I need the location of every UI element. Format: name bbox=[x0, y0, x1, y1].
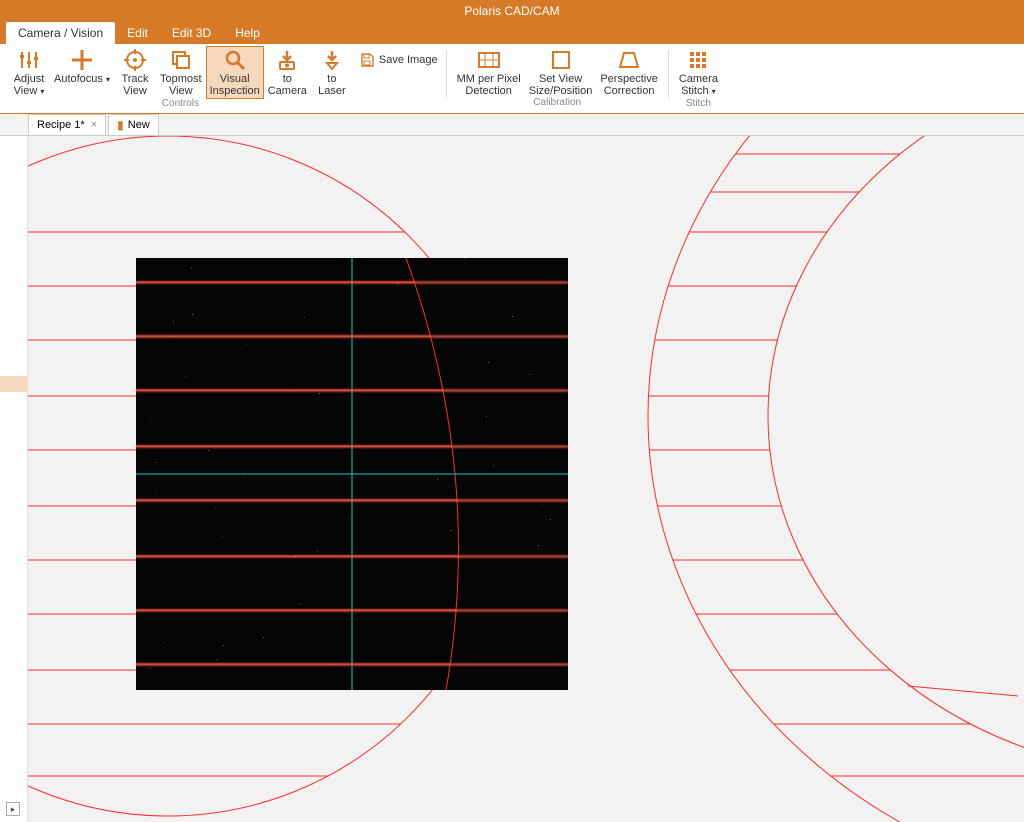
stack-icon bbox=[169, 48, 193, 72]
save-image-label: Save Image bbox=[379, 54, 438, 66]
title-bar: Polaris CAD/CAM bbox=[0, 0, 1024, 22]
visual-inspection-label: Visual Inspection bbox=[210, 73, 260, 97]
perspective-button[interactable]: Perspective Correction bbox=[596, 46, 661, 99]
to-laser-icon bbox=[320, 48, 344, 72]
mm-per-pixel-label: MM per Pixel Detection bbox=[457, 73, 521, 97]
left-panel-highlight bbox=[0, 376, 28, 392]
workspace: ▸ bbox=[0, 136, 1024, 822]
camera-view[interactable] bbox=[136, 258, 568, 690]
scan-line bbox=[136, 388, 568, 393]
to-camera-label: to Camera bbox=[268, 73, 307, 97]
mm-pixel-icon bbox=[477, 48, 501, 72]
adjust-view-button[interactable]: Adjust View ▾ bbox=[8, 46, 50, 100]
adjust-view-label: Adjust View ▾ bbox=[14, 73, 45, 98]
ribbon-separator bbox=[446, 50, 447, 99]
scan-line bbox=[136, 280, 568, 285]
crosshair-plus-icon bbox=[70, 48, 94, 72]
document-tab-bar: Recipe 1* × ▮ New bbox=[0, 114, 1024, 136]
camera-overlay bbox=[136, 258, 568, 690]
scan-line bbox=[136, 608, 568, 613]
left-panel: ▸ bbox=[0, 136, 28, 822]
menu-tab-edit-3d[interactable]: Edit 3D bbox=[160, 22, 223, 44]
visual-inspection-button[interactable]: Visual Inspection bbox=[206, 46, 264, 99]
topmost-view-label: Topmost View bbox=[160, 73, 202, 97]
doc-tab-label: Recipe 1* bbox=[37, 119, 85, 131]
ribbon: Adjust View ▾ Autofocus ▾ Track View Top… bbox=[0, 44, 1024, 114]
ribbon-group-stitch: Camera Stitch ▾ Stitch bbox=[673, 46, 724, 113]
to-laser-button[interactable]: to Laser bbox=[311, 46, 353, 99]
doc-tab-new[interactable]: ▮ New bbox=[108, 114, 159, 135]
to-camera-button[interactable]: to Camera bbox=[264, 46, 311, 99]
canvas[interactable] bbox=[28, 136, 1024, 822]
save-image-button[interactable]: Save Image bbox=[355, 50, 442, 70]
set-view-label: Set View Size/Position bbox=[529, 73, 593, 97]
ribbon-group-controls: Adjust View ▾ Autofocus ▾ Track View Top… bbox=[6, 46, 355, 113]
menu-tab-help[interactable]: Help bbox=[223, 22, 272, 44]
set-view-button[interactable]: Set View Size/Position bbox=[525, 46, 597, 99]
perspective-icon bbox=[617, 48, 641, 72]
autofocus-button[interactable]: Autofocus ▾ bbox=[50, 46, 114, 88]
ribbon-group-label-calibration: Calibration bbox=[533, 97, 581, 109]
menu-bar: Camera / VisionEditEdit 3DHelp bbox=[0, 22, 1024, 44]
ribbon-group-calibration: MM per Pixel Detection Set View Size/Pos… bbox=[451, 46, 664, 113]
perspective-label: Perspective Correction bbox=[600, 73, 657, 97]
ribbon-separator bbox=[668, 50, 669, 99]
sliders-icon bbox=[17, 48, 41, 72]
track-view-button[interactable]: Track View bbox=[114, 46, 156, 99]
doc-tab-label: New bbox=[128, 119, 150, 131]
expander-button[interactable]: ▸ bbox=[6, 802, 20, 816]
mm-per-pixel-button[interactable]: MM per Pixel Detection bbox=[453, 46, 525, 99]
to-camera-icon bbox=[275, 48, 299, 72]
app-title: Polaris CAD/CAM bbox=[464, 4, 559, 18]
to-laser-label: to Laser bbox=[318, 73, 346, 97]
autofocus-label: Autofocus ▾ bbox=[54, 73, 110, 86]
camera-stitch-label: Camera Stitch ▾ bbox=[679, 73, 718, 98]
ribbon-group-label-controls: Controls bbox=[162, 98, 199, 110]
magnify-icon bbox=[223, 48, 247, 72]
scan-line bbox=[136, 334, 568, 339]
set-view-icon bbox=[549, 48, 573, 72]
menu-tab-camera-vision[interactable]: Camera / Vision bbox=[6, 22, 115, 44]
target-icon bbox=[123, 48, 147, 72]
ribbon-group-label-stitch: Stitch bbox=[686, 98, 711, 110]
grid-icon bbox=[686, 48, 710, 72]
doc-tab-recipe-1-[interactable]: Recipe 1* × bbox=[28, 114, 106, 135]
scan-line bbox=[136, 554, 568, 559]
scan-line bbox=[136, 498, 568, 503]
scan-line bbox=[136, 444, 568, 449]
topmost-view-button[interactable]: Topmost View bbox=[156, 46, 206, 99]
track-view-label: Track View bbox=[121, 73, 148, 97]
camera-stitch-button[interactable]: Camera Stitch ▾ bbox=[675, 46, 722, 100]
menu-tab-edit[interactable]: Edit bbox=[115, 22, 160, 44]
close-icon[interactable]: × bbox=[91, 119, 97, 131]
file-icon: ▮ bbox=[117, 118, 124, 132]
scan-line bbox=[136, 662, 568, 667]
save-icon bbox=[359, 52, 375, 68]
